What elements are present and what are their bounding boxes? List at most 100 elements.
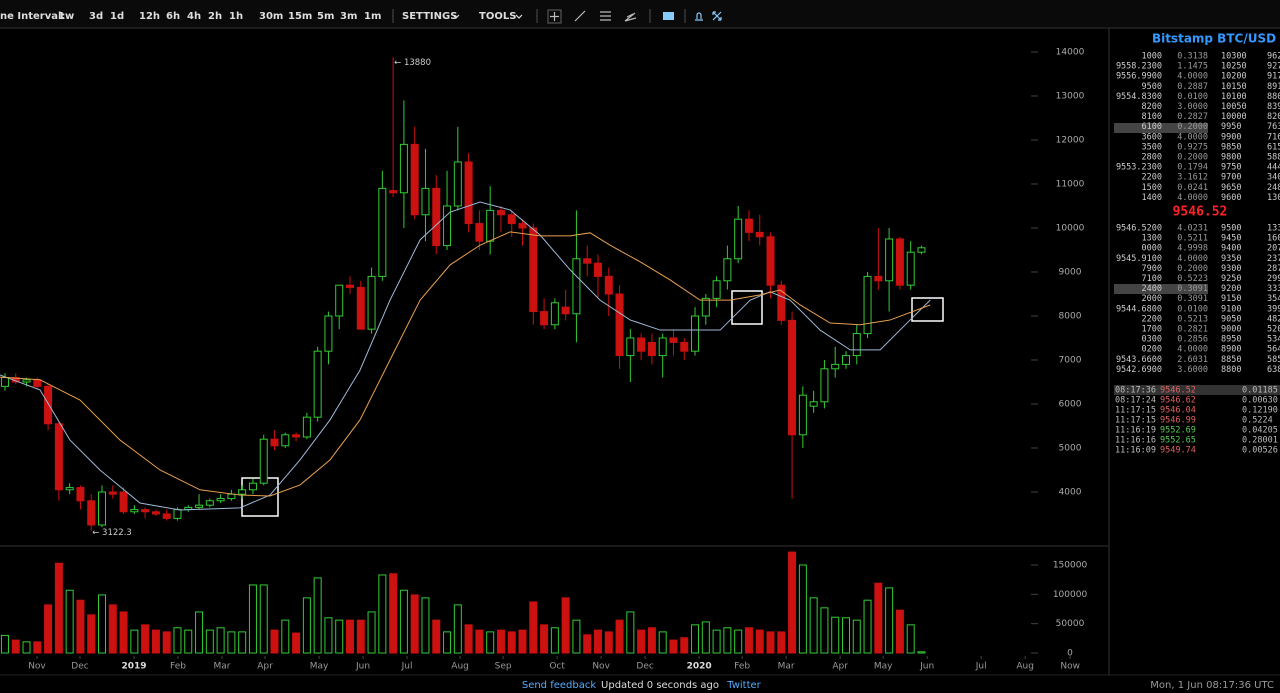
x-tick-label: Jul [975, 662, 987, 672]
trade-price: 9552.69 [1160, 426, 1196, 436]
interval-button[interactable]: 6h [166, 11, 180, 22]
candle-body [173, 509, 182, 519]
book-cell: 7100 [1142, 274, 1162, 284]
volume-bar [238, 631, 247, 654]
candle-body [486, 209, 495, 242]
candle-body [475, 223, 484, 242]
y2-tick-label: 100000 [1053, 590, 1088, 600]
volume-bar [195, 611, 204, 654]
trade-price: 9546.52 [1160, 386, 1196, 396]
interval-button[interactable]: 1w [58, 11, 74, 22]
candle-body [65, 487, 74, 491]
book-cell: 9050 [1221, 314, 1241, 324]
price-annotation: ← 13880 [394, 58, 431, 68]
interval-button[interactable]: 1d [110, 11, 124, 22]
book-cell: 9850 [1221, 142, 1241, 152]
interval-button[interactable]: 2h [208, 11, 222, 22]
menu-button[interactable]: TOOLS [479, 11, 516, 22]
interval-button[interactable]: 12h [139, 11, 160, 22]
book-cell: 9650 [1221, 183, 1241, 193]
crosshair-button[interactable] [547, 9, 562, 24]
interval-button[interactable]: 15m [288, 11, 312, 22]
y-tick-label: 9000 [1059, 267, 1082, 277]
candle-body [712, 280, 721, 299]
volume-bar [593, 629, 602, 654]
fullscreen-button[interactable] [712, 11, 722, 21]
alert-button[interactable] [695, 12, 703, 21]
book-cell: 6100 [1142, 122, 1162, 132]
volume-bar [852, 619, 861, 654]
book-cell: 8200 [1142, 102, 1162, 112]
book-cell: 9900 [1221, 132, 1241, 142]
book-cell: 0200 [1142, 345, 1162, 355]
x-tick-label: Sep [495, 662, 512, 672]
y-tick-label: 4000 [1059, 487, 1082, 497]
book-cell: 4.0000 [1177, 254, 1208, 264]
volume-bar [615, 619, 624, 654]
book-cell: 962 [1267, 52, 1280, 62]
volume-bar [723, 627, 732, 654]
volume-bar [680, 637, 689, 654]
x-tick-label: 2020 [687, 662, 712, 672]
volume-bar [798, 564, 807, 654]
hlines-tool[interactable] [600, 11, 611, 21]
book-cell: 0000 [1142, 244, 1162, 254]
candle-body [356, 286, 365, 330]
candle-body [637, 337, 646, 352]
line-tool[interactable] [574, 10, 586, 22]
interval-button[interactable]: 3m [340, 11, 357, 22]
volume-bar [529, 601, 538, 654]
book-cell: 9543.6600 [1116, 355, 1162, 365]
interval-button[interactable]: 1h [229, 11, 243, 22]
interval-button[interactable]: 1m [364, 11, 381, 22]
y-tick-label: 10000 [1056, 223, 1085, 233]
volume-bar [0, 634, 9, 654]
volume-bar [691, 624, 700, 654]
x-tick-label: Mar [214, 662, 231, 672]
trade-price: 9546.62 [1160, 396, 1196, 406]
y-tick-label: 11000 [1056, 179, 1085, 189]
x-tick-label: Aug [1016, 662, 1034, 672]
volume-bar [302, 597, 311, 654]
candle-body [259, 438, 268, 484]
candle-body [399, 143, 408, 194]
book-cell: 9000 [1221, 325, 1241, 335]
volume-bar [11, 639, 20, 654]
candle-body [604, 275, 613, 295]
feedback-link[interactable]: Send feedback [522, 680, 597, 691]
volume-bar [335, 619, 344, 654]
book-cell: 207 [1267, 244, 1280, 254]
book-cell: 638 [1267, 365, 1280, 375]
book-cell: 9554.8300 [1116, 92, 1162, 102]
interval-button[interactable]: 4h [187, 11, 201, 22]
volume-bar [130, 629, 139, 654]
book-cell: 9400 [1221, 244, 1241, 254]
volume-bar [755, 629, 764, 654]
volume-bar [33, 641, 42, 654]
candle-body [141, 509, 150, 513]
x-tick-label: Mar [778, 662, 795, 672]
x-tick-label: Now [1060, 662, 1080, 672]
interval-button[interactable]: 30m [259, 11, 283, 22]
book-cell: 10300 [1221, 52, 1247, 62]
volume-bar [389, 573, 398, 654]
fib-tool[interactable] [624, 12, 637, 22]
interval-button[interactable]: 5m [317, 11, 334, 22]
volume-bar [766, 631, 775, 654]
interval-button[interactable]: 3d [89, 11, 103, 22]
x-tick-label: Aug [451, 662, 469, 672]
twitter-link[interactable]: Twitter [726, 680, 761, 691]
row-highlight [1114, 123, 1208, 133]
trade-time: 11:16:09 [1115, 446, 1156, 456]
book-cell: 133 [1267, 224, 1280, 234]
book-cell: 564 [1267, 345, 1280, 355]
status: Updated 0 seconds ago [601, 680, 719, 691]
candle-body [496, 209, 505, 216]
menu-button[interactable]: SETTINGS [402, 11, 457, 22]
trade-time: 11:17:15 [1115, 416, 1156, 426]
volume-bar [820, 607, 829, 654]
volume-bar [248, 584, 257, 654]
snapshot-button[interactable] [663, 12, 674, 20]
clock: Mon, 1 Jun 08:17:36 UTC [1150, 680, 1274, 691]
